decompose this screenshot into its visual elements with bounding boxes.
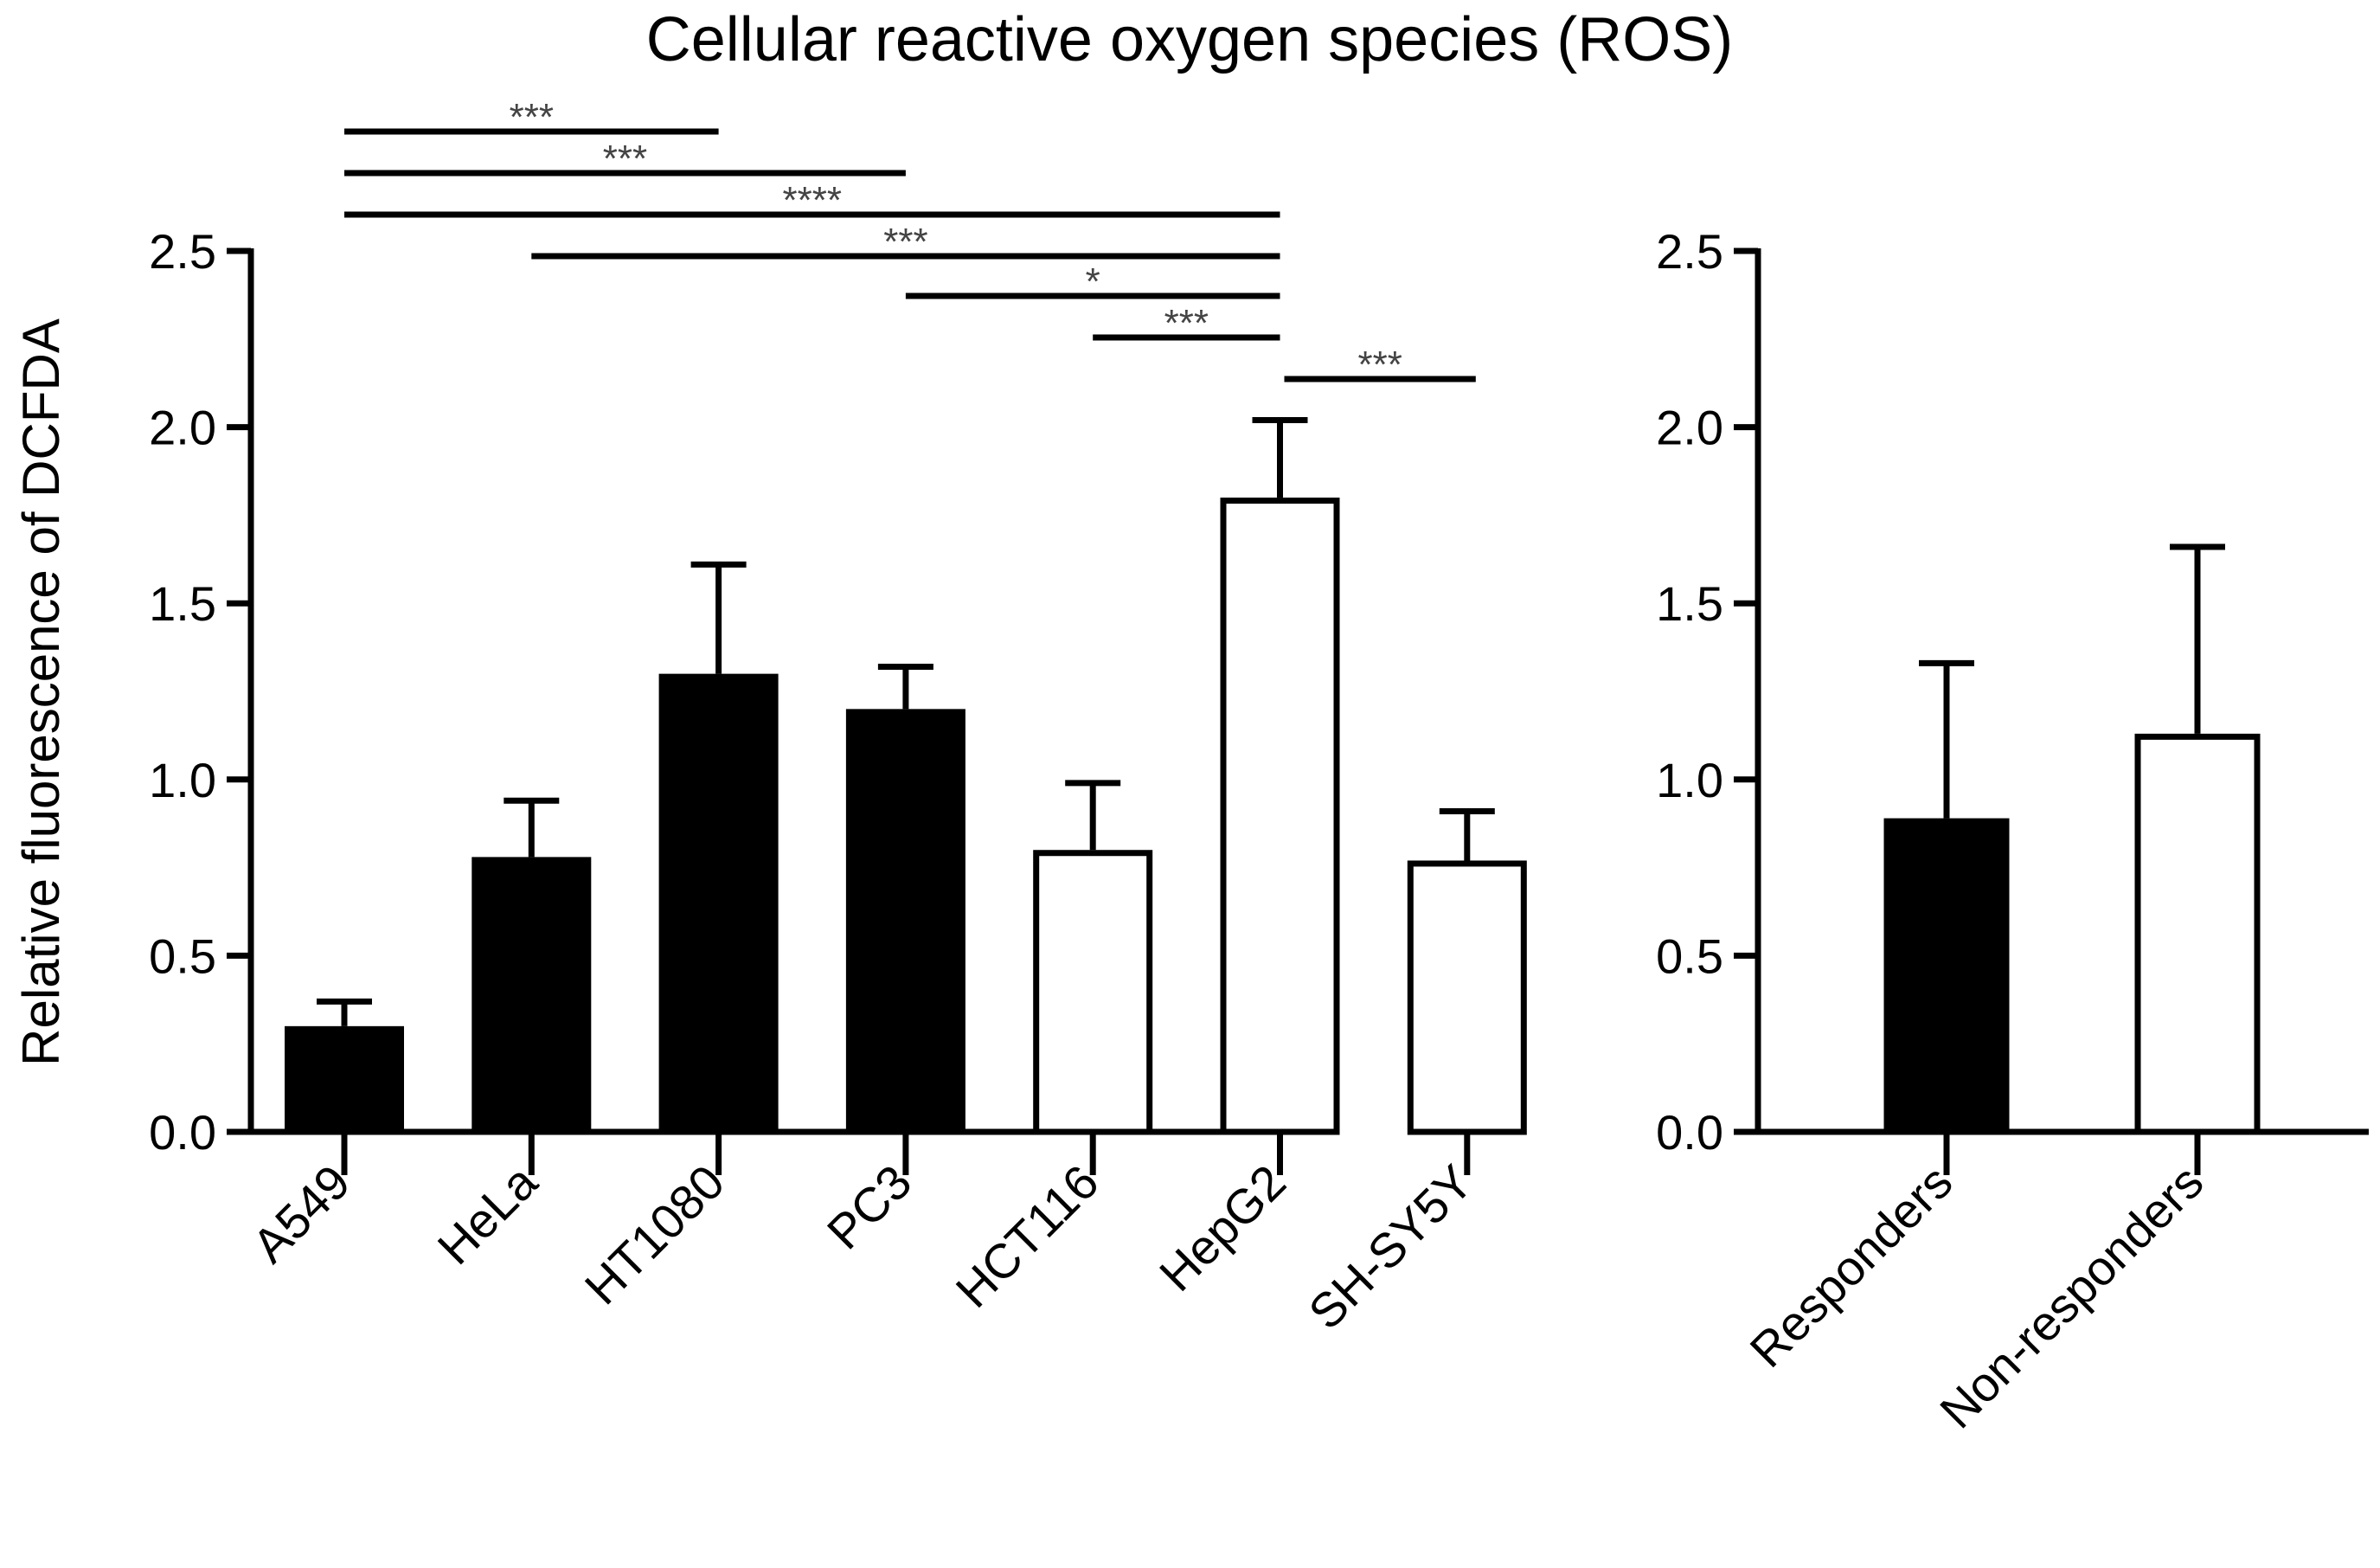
category-label: Responders — [1739, 1154, 1962, 1378]
y-tick-label: 1.0 — [149, 753, 216, 807]
y-tick-label: 2.5 — [149, 224, 216, 279]
y-tick-label: 0.5 — [149, 929, 216, 983]
y-tick-label: 2.0 — [1656, 401, 1723, 455]
category-label: SH-SY5Y — [1298, 1154, 1483, 1340]
bar — [472, 857, 592, 1135]
significance-label: *** — [510, 96, 554, 138]
bar — [285, 1025, 404, 1135]
y-tick-label: 2.0 — [149, 401, 216, 455]
significance-label: **** — [783, 179, 843, 222]
bar — [1407, 860, 1527, 1135]
significance-label: *** — [603, 138, 647, 180]
bar — [845, 709, 965, 1135]
bar — [1883, 818, 2010, 1135]
y-tick-label: 1.5 — [1656, 576, 1723, 631]
panel-responders: 0.0 0.5 1.0 1.5 2.0 2.5 RespondersNon-responde… — [1656, 224, 2369, 1438]
y-tick-label: 1.0 — [1656, 753, 1723, 807]
bar — [658, 673, 779, 1135]
bar — [1033, 850, 1153, 1135]
y-tick-label: 2.5 — [1656, 224, 1723, 279]
category-label: HT1080 — [574, 1154, 735, 1314]
chart-title: Cellular reactive oxygen species (ROS) — [646, 5, 1733, 74]
category-label: HepG2 — [1149, 1154, 1296, 1301]
y-tick-label: 0.0 — [1656, 1105, 1723, 1160]
significance-label: * — [1086, 260, 1100, 303]
significance-label: *** — [1164, 302, 1209, 344]
significance-label: *** — [1357, 344, 1402, 386]
bar — [2134, 733, 2261, 1135]
bar — [1220, 498, 1340, 1135]
category-label: HCT116 — [946, 1154, 1109, 1318]
y-tick-label: 1.5 — [149, 576, 216, 631]
y-axis-label: Relative fluorescence of DCFDA — [12, 318, 70, 1066]
y-tick-label: 0.0 — [149, 1105, 216, 1160]
significance-label: *** — [883, 221, 927, 263]
y-tick-label: 0.5 — [1656, 929, 1723, 983]
category-label: Non-responders — [1929, 1154, 2213, 1438]
